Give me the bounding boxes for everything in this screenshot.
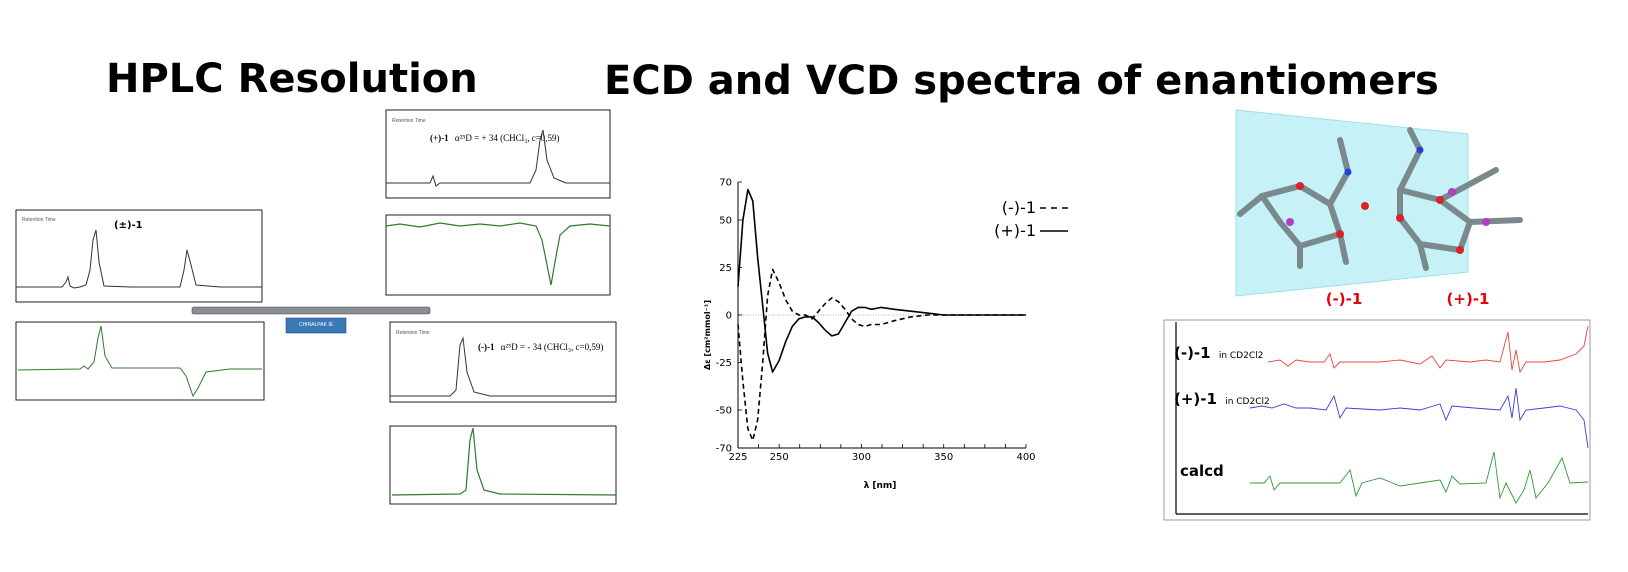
structure-plus-label: (+)-1 <box>1447 290 1490 308</box>
hplc-racemic-panel: Retention Time (±)-1 <box>15 209 263 303</box>
hplc-minus-cd-panel <box>389 425 617 505</box>
vcd-row-plus-small: in CD2Cl2 <box>1225 397 1270 407</box>
ecd-series-plus-line <box>737 188 1026 373</box>
vcd-trace-minus <box>1267 325 1589 374</box>
ecd-y-tick-label: 70 <box>719 178 732 189</box>
hplc-plus-label: (+)-1 <box>430 133 449 143</box>
ecd-x-tick-label: 225 <box>728 452 747 463</box>
hplc-plus-annotation: (+)-1 α²⁵D = + 34 (CHCl₃, c=0,59) <box>430 133 560 143</box>
hplc-plus-cd-frame <box>385 214 611 296</box>
column-label: CHIRALPAK IE <box>299 322 334 328</box>
hplc-racemic-cd-panel <box>15 321 265 401</box>
hplc-minus-frame <box>389 321 617 403</box>
hplc-minus-trace <box>390 336 616 397</box>
phosphorus-atoms <box>1286 188 1490 226</box>
hplc-plus-retention: Retention Time <box>392 118 426 124</box>
hplc-plus-cd-panel <box>385 214 611 296</box>
mirror-plane <box>1235 109 1469 297</box>
ecd-series-minus-line <box>737 268 1026 442</box>
hplc-minus-panel: Retention Time (-)-1 α²⁵D = - 34 (CHCl₃,… <box>389 321 617 403</box>
molecule-plus <box>1397 127 1523 271</box>
vcd-row-plus-label: (+)-1 in CD2Cl2 <box>1174 390 1270 408</box>
legend-label-plus: (+)-1 <box>994 221 1036 240</box>
vcd-trace-calcd <box>1250 451 1589 504</box>
hplc-minus-retention: Retention Time <box>396 330 430 336</box>
column-tube <box>191 306 431 315</box>
ecd-x-tick-label: 300 <box>852 452 871 463</box>
oxygen-atoms <box>1296 182 1464 254</box>
vcd-row-calcd-label: calcd <box>1180 462 1224 480</box>
column-label-box <box>285 317 347 334</box>
vcd-row-minus-label: (-)-1 in CD2Cl2 <box>1174 344 1263 362</box>
legend-label-minus: (-)-1 <box>1002 198 1036 217</box>
ecd-legend: (-)-1 (+)-1 <box>994 198 1068 240</box>
ecd-y-tick-label: 0 <box>726 311 732 322</box>
hplc-plus-rotation: α²⁵D = + 34 (CHCl₃, c=0,59) <box>455 133 560 143</box>
ecd-y-tick-label: -50 <box>716 406 732 417</box>
vcd-panel: (-)-1 in CD2Cl2 (+)-1 in CD2Cl2 calcd <box>1163 319 1591 521</box>
hplc-retention-label: Retention Time <box>22 217 56 223</box>
hplc-racemic-label: (±)-1 <box>114 220 143 231</box>
ecd-x-label: λ [nm] <box>864 481 897 491</box>
ecd-x-tick-label: 350 <box>934 452 953 463</box>
hplc-minus-cd-frame <box>389 425 617 505</box>
vcd-trace-plus <box>1249 387 1589 449</box>
ecd-y-tick-label: -25 <box>716 358 732 369</box>
main-title: ECD and VCD spectra of enantiomers <box>604 58 1439 104</box>
ecd-x-tick-label: 250 <box>770 452 789 463</box>
hplc-minus-annotation: (-)-1 α²⁵D = - 34 (CHCl₃, c=0,59) <box>478 342 603 352</box>
vcd-row-minus-small: in CD2Cl2 <box>1219 351 1264 361</box>
hplc-title: HPLC Resolution <box>106 56 478 102</box>
vcd-row-minus-big: (-)-1 <box>1174 344 1211 362</box>
ecd-y-ticks: 70 50 25 0 -25 -50 -70 <box>716 178 742 455</box>
ecd-y-tick-label: -70 <box>716 444 732 455</box>
ecd-x-ticks: 225 250 300 350 400 <box>728 444 1036 463</box>
chiral-column: CHIRALPAK IE <box>191 306 431 334</box>
hplc-racemic-cd-trace <box>17 325 262 398</box>
hplc-minus-label: (-)-1 <box>478 342 495 352</box>
molecule-minus <box>1237 137 1351 269</box>
hplc-plus-panel: Retention Time (+)-1 α²⁵D = + 34 (CHCl₃,… <box>385 109 611 199</box>
ecd-y-label: Δε [cm²mmol⁻¹] <box>703 300 712 370</box>
structure-minus-label: (-)-1 <box>1326 290 1363 308</box>
hplc-minus-rotation: α²⁵D = - 34 (CHCl₃, c=0,59) <box>501 342 604 352</box>
vcd-row-plus-big: (+)-1 <box>1174 390 1217 408</box>
hplc-racemic-trace <box>16 229 262 289</box>
ecd-x-tick-label: 400 <box>1016 452 1035 463</box>
ecd-y-tick-label: 25 <box>719 263 732 274</box>
ecd-y-tick-label: 50 <box>719 216 732 227</box>
hplc-racemic-cd-frame <box>15 321 265 401</box>
vcd-frame <box>1163 319 1591 521</box>
ecd-series <box>737 188 1026 442</box>
nitrogen-atoms <box>1344 146 1424 176</box>
structure-illustration: (-)-1 (+)-1 <box>1235 109 1523 308</box>
hplc-plus-trace <box>386 129 610 187</box>
hplc-plus-cd-trace <box>385 222 611 286</box>
hplc-minus-cd-trace <box>391 427 617 496</box>
